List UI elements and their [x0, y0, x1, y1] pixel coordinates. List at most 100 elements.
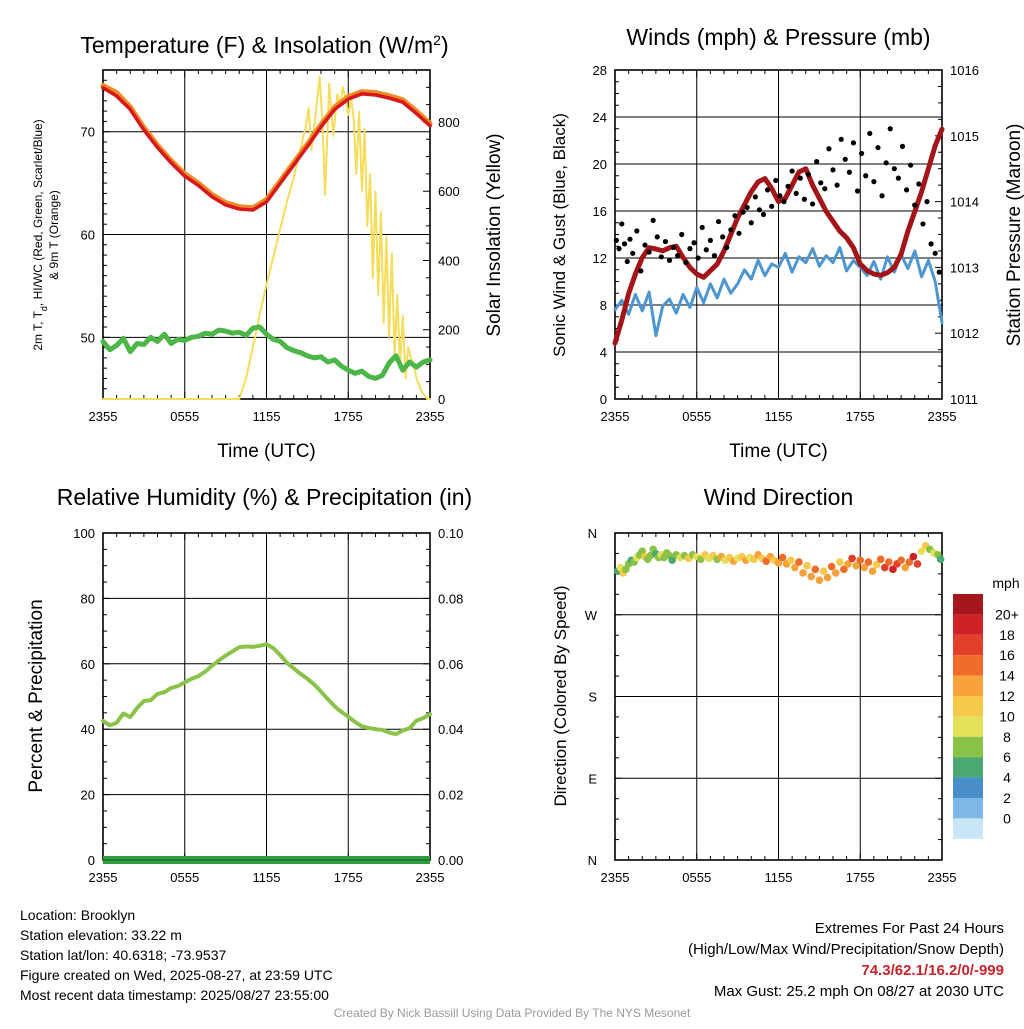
- y-tick-label: 0: [600, 392, 607, 407]
- direction-point: [774, 559, 783, 567]
- gust-point: [736, 230, 742, 236]
- legend-label: 18: [999, 627, 1015, 643]
- gust-point: [683, 260, 689, 266]
- y2-tick-label: 1015: [950, 129, 979, 144]
- legend-swatch: [953, 675, 983, 696]
- gust-point: [675, 253, 681, 259]
- legend-label: 0: [1003, 810, 1011, 826]
- gust-point: [619, 221, 625, 227]
- gust-point: [789, 168, 795, 174]
- direction-point: [803, 561, 811, 570]
- gust-point: [879, 193, 885, 199]
- x-axis-label: Time (UTC): [729, 441, 828, 462]
- y-tick-label: 70: [81, 125, 95, 140]
- y-axis-label: Percent & Precipitation: [26, 599, 47, 792]
- gust-point: [703, 247, 709, 253]
- y-tick-label: N: [588, 853, 597, 868]
- y2-tick-label: 1016: [950, 63, 979, 78]
- direction-point: [848, 554, 856, 563]
- gust-point: [646, 249, 652, 255]
- x-tick-label: 0555: [682, 409, 711, 424]
- gust-point: [748, 220, 754, 226]
- x-tick-label: 0555: [170, 870, 199, 885]
- legend-swatch: [953, 777, 983, 798]
- y2-tick-label: 0.02: [438, 788, 463, 803]
- legend-swatch: [953, 594, 983, 615]
- y-tick-label: S: [588, 690, 597, 705]
- gust-point: [818, 180, 824, 186]
- gust-point: [670, 244, 677, 251]
- panel-4: 2355 0555 1155 1755 2355 N E S W N Wind Direction D…: [551, 484, 1020, 885]
- gust-point: [711, 253, 718, 259]
- gust-point: [883, 160, 889, 166]
- gust-point: [928, 241, 934, 247]
- gust-point: [932, 250, 938, 256]
- gust-point: [613, 237, 619, 243]
- gust-point: [756, 207, 763, 213]
- legend-swatch: [953, 614, 983, 635]
- x-tick-label: 2355: [416, 409, 445, 424]
- gust-point: [846, 169, 852, 175]
- y-tick-label: 60: [81, 228, 95, 243]
- gust-point: [724, 244, 730, 251]
- y-axis-label: Sonic Wind & Gust (Blue, Black): [550, 113, 569, 357]
- gust-point: [773, 177, 779, 184]
- chart-title: Winds (mph) & Pressure (mb): [626, 24, 930, 50]
- direction-point: [864, 558, 873, 566]
- gust-point: [814, 159, 820, 165]
- recent-data-text: Most recent data timestamp: 2025/08/27 2…: [20, 987, 329, 1003]
- y-tick-label: N: [588, 526, 597, 541]
- direction-point: [901, 563, 910, 572]
- gust-point: [654, 234, 660, 240]
- y2-tick-label: 200: [438, 323, 460, 338]
- y2-tick-label: 0.04: [438, 722, 463, 737]
- x-tick-label: 1755: [334, 870, 363, 885]
- extremes-values: 74.3/62.1/16.2/0/-999: [861, 962, 1004, 979]
- direction-point: [905, 558, 914, 566]
- gust-point: [822, 186, 828, 192]
- humidity-line: [101, 642, 432, 737]
- direction-point: [799, 569, 807, 577]
- direction-point: [844, 560, 852, 568]
- y-tick-label: 0: [88, 853, 95, 868]
- y2-tick-label: 0.08: [438, 591, 463, 606]
- gust-point: [908, 162, 914, 168]
- legend-label: 12: [999, 688, 1015, 704]
- gust-point: [920, 221, 926, 227]
- gust-point: [687, 246, 693, 252]
- legend-label: 16: [999, 647, 1015, 663]
- legend-label: 20+: [995, 606, 1019, 622]
- y2-tick-label: 1013: [950, 260, 979, 275]
- direction-point: [668, 556, 677, 565]
- y2-tick-label: 1014: [950, 195, 979, 210]
- extremes-title: Extremes For Past 24 Hours: [814, 920, 1004, 937]
- y2-axis-label: Solar Insolation (Yellow): [484, 133, 505, 336]
- direction-point: [823, 573, 832, 582]
- gust-point: [899, 143, 906, 149]
- direction-point: [897, 556, 905, 565]
- legend-swatch: [953, 716, 983, 737]
- direction-point: [885, 558, 893, 566]
- legend-swatch: [953, 757, 983, 778]
- gust-point: [630, 250, 636, 256]
- direction-point: [860, 563, 869, 572]
- y-axis-label: 2m T, Td, HI/WC (Red, Green, Scarlet/Blu…: [31, 119, 49, 350]
- direction-point: [791, 563, 799, 572]
- y-tick-label: 12: [593, 251, 607, 266]
- y2-tick-label: 1011: [950, 392, 978, 407]
- direction-point: [913, 560, 922, 568]
- panel-1: 2355 0555 1155 1755 2355 50 60 70 0 200 400 600 800 T…: [31, 32, 505, 462]
- gust-point: [666, 257, 673, 263]
- x-tick-label: 0555: [170, 409, 199, 424]
- legend-title: mph: [992, 575, 1019, 591]
- gust-point: [854, 188, 861, 194]
- series-line-green: [100, 324, 433, 381]
- gust-point: [830, 167, 836, 173]
- gust-point: [887, 126, 893, 132]
- x-tick-label: 1155: [253, 870, 281, 885]
- gust-point: [871, 179, 877, 185]
- legend-label: 14: [999, 668, 1015, 684]
- gust-point: [891, 166, 897, 172]
- gust-point: [801, 196, 807, 202]
- gust-point: [859, 150, 865, 157]
